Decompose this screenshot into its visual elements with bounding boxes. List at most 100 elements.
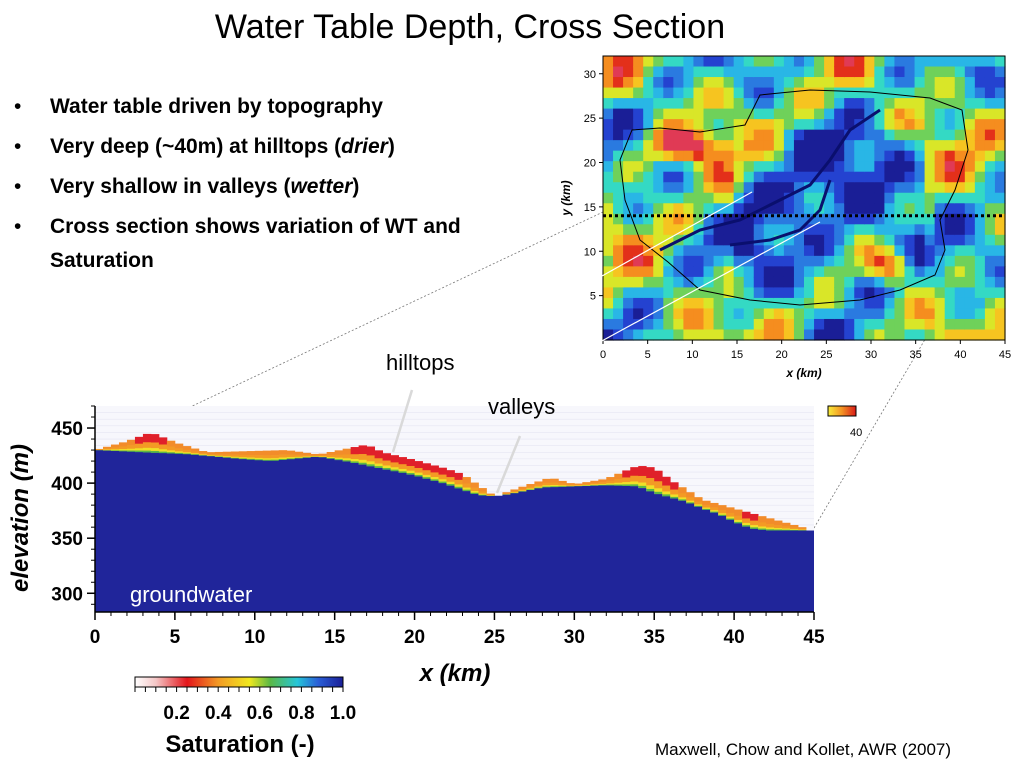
heatmap-cell <box>773 56 785 68</box>
heatmap-cell <box>613 140 624 152</box>
heatmap-cell <box>874 287 885 299</box>
colorbar-tick-label: 0.8 <box>288 703 314 724</box>
saturation-cell <box>710 502 719 508</box>
heatmap-cell <box>673 87 684 99</box>
heatmap-cell <box>974 119 986 131</box>
saturation-cell <box>510 489 519 492</box>
saturation-cell <box>446 484 455 486</box>
heatmap-cell <box>994 140 1006 152</box>
heatmap-cell <box>854 203 865 215</box>
heatmap-cell <box>844 161 855 173</box>
heatmap-cell <box>643 161 654 173</box>
heatmap-cell <box>924 276 936 289</box>
heatmap-cell <box>603 329 614 341</box>
heatmap-cell <box>693 203 705 215</box>
saturation-cell <box>278 457 288 460</box>
saturation-cell <box>630 484 639 487</box>
heatmap-cell <box>743 171 755 183</box>
saturation-cell <box>398 464 407 470</box>
saturation-cell <box>166 452 176 454</box>
heatmap-cell <box>683 234 695 246</box>
heatmap-cell <box>824 192 835 204</box>
heatmap-cell <box>924 318 936 331</box>
saturation-cell <box>102 446 112 449</box>
heatmap-cell <box>793 150 805 162</box>
heatmap-cell <box>864 234 875 246</box>
heatmap-cell <box>844 318 855 331</box>
heatmap-cell <box>964 192 976 204</box>
heatmap-cell <box>653 276 664 289</box>
heatmap-cell <box>613 182 624 194</box>
heatmap-cell <box>944 224 956 236</box>
heatmap-cell <box>743 276 755 289</box>
heatmap-cell <box>934 108 946 120</box>
heatmap-cell <box>944 234 956 246</box>
saturation-cell <box>726 518 735 521</box>
heatmap-cell <box>663 224 674 236</box>
heatmap-cell <box>974 56 986 68</box>
saturation-cell <box>374 466 383 469</box>
heatmap-cell <box>934 297 946 310</box>
heatmap-cell <box>733 329 745 341</box>
heatmap-cell <box>964 266 976 278</box>
saturation-cell <box>214 451 224 455</box>
heatmap-cell <box>914 329 926 341</box>
heatmap-cell <box>673 255 684 267</box>
heatmap-cell <box>994 203 1006 215</box>
heatmap-cell <box>814 287 825 299</box>
heatmap-cell <box>834 98 845 110</box>
saturation-cell <box>438 481 447 484</box>
heatmap-cell <box>994 318 1006 331</box>
heatmap-cell <box>633 108 644 120</box>
heatmap-cell <box>884 192 896 204</box>
saturation-cell <box>662 476 671 486</box>
heatmap-cell <box>613 308 624 320</box>
heatmap-cell <box>623 98 634 110</box>
saturation-cell <box>566 483 575 485</box>
heatmap-cell <box>914 213 926 225</box>
heatmap-cell <box>653 224 664 236</box>
heatmap-cell <box>884 213 896 225</box>
heatmap-cell <box>914 266 926 278</box>
heatmap-cell <box>804 66 815 78</box>
depth-colorbar: 40 <box>827 405 862 439</box>
heatmap-cell <box>783 161 795 173</box>
saturation-cell <box>126 439 136 446</box>
heatmap-cell <box>824 266 835 278</box>
heatmap-cell <box>763 161 775 173</box>
heatmap-cell <box>763 255 775 267</box>
heatmap-cell <box>703 287 715 299</box>
saturation-cell <box>686 492 695 498</box>
saturation-cell <box>638 475 647 483</box>
heatmap-cell <box>944 308 956 320</box>
saturation-cell <box>462 483 471 488</box>
heatmap-cell <box>994 287 1006 299</box>
heatmap-cell <box>753 129 765 141</box>
heatmap-cell <box>864 203 875 215</box>
saturation-cell <box>718 505 727 511</box>
heatmap-cell <box>854 56 865 68</box>
heatmap-cell <box>753 318 765 331</box>
heatmap-cell <box>884 234 896 246</box>
heatmap-cell <box>693 255 705 267</box>
heatmap-cell <box>703 329 715 341</box>
x-tick-label: 35 <box>644 627 666 648</box>
heatmap-cell <box>834 318 845 331</box>
heatmap-cell <box>824 276 835 289</box>
heatmap-cell <box>914 56 926 68</box>
heatmap-cell <box>793 245 805 257</box>
heatmap-cell <box>914 119 926 131</box>
heatmap-cell <box>884 318 896 331</box>
heatmap-cell <box>934 266 946 278</box>
saturation-cell <box>750 527 759 530</box>
saturation-cell <box>718 514 727 517</box>
saturation-cell <box>174 443 184 449</box>
saturation-cell <box>398 457 407 465</box>
heatmap-cell <box>673 129 684 141</box>
saturation-cell <box>406 470 415 474</box>
heatmap-cell <box>633 87 644 99</box>
heatmap-cell <box>743 287 755 299</box>
saturation-cell <box>382 465 391 469</box>
heatmap-cell <box>603 245 614 257</box>
heatmap-cell <box>733 182 745 194</box>
